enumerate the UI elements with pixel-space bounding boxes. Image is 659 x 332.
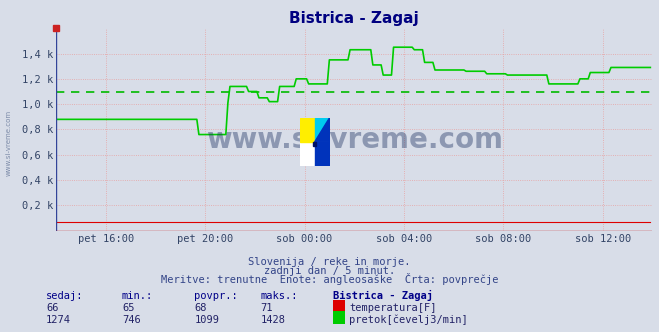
- Text: www.si-vreme.com: www.si-vreme.com: [5, 110, 11, 176]
- Text: 66: 66: [46, 303, 59, 313]
- Title: Bistrica - Zagaj: Bistrica - Zagaj: [289, 11, 419, 26]
- Text: Meritve: trenutne  Enote: angleosaške  Črta: povprečje: Meritve: trenutne Enote: angleosaške Črt…: [161, 273, 498, 285]
- Polygon shape: [315, 118, 330, 142]
- Text: Bistrica - Zagaj: Bistrica - Zagaj: [333, 290, 433, 301]
- Text: min.:: min.:: [122, 291, 153, 301]
- Text: 71: 71: [260, 303, 273, 313]
- Text: 1274: 1274: [46, 315, 71, 325]
- Text: 68: 68: [194, 303, 207, 313]
- Text: pretok[čevelj3/min]: pretok[čevelj3/min]: [349, 314, 468, 325]
- Polygon shape: [315, 118, 330, 142]
- Text: zadnji dan / 5 minut.: zadnji dan / 5 minut.: [264, 266, 395, 276]
- Text: Slovenija / reke in morje.: Slovenija / reke in morje.: [248, 257, 411, 267]
- Polygon shape: [315, 142, 330, 166]
- Bar: [313, 142, 316, 146]
- Text: sedaj:: sedaj:: [46, 291, 84, 301]
- Text: 746: 746: [122, 315, 140, 325]
- Text: temperatura[F]: temperatura[F]: [349, 303, 437, 313]
- Polygon shape: [300, 118, 315, 142]
- Text: 1099: 1099: [194, 315, 219, 325]
- Text: povpr.:: povpr.:: [194, 291, 238, 301]
- Text: 1428: 1428: [260, 315, 285, 325]
- Text: 65: 65: [122, 303, 134, 313]
- Text: maks.:: maks.:: [260, 291, 298, 301]
- Text: www.si-vreme.com: www.si-vreme.com: [206, 125, 503, 154]
